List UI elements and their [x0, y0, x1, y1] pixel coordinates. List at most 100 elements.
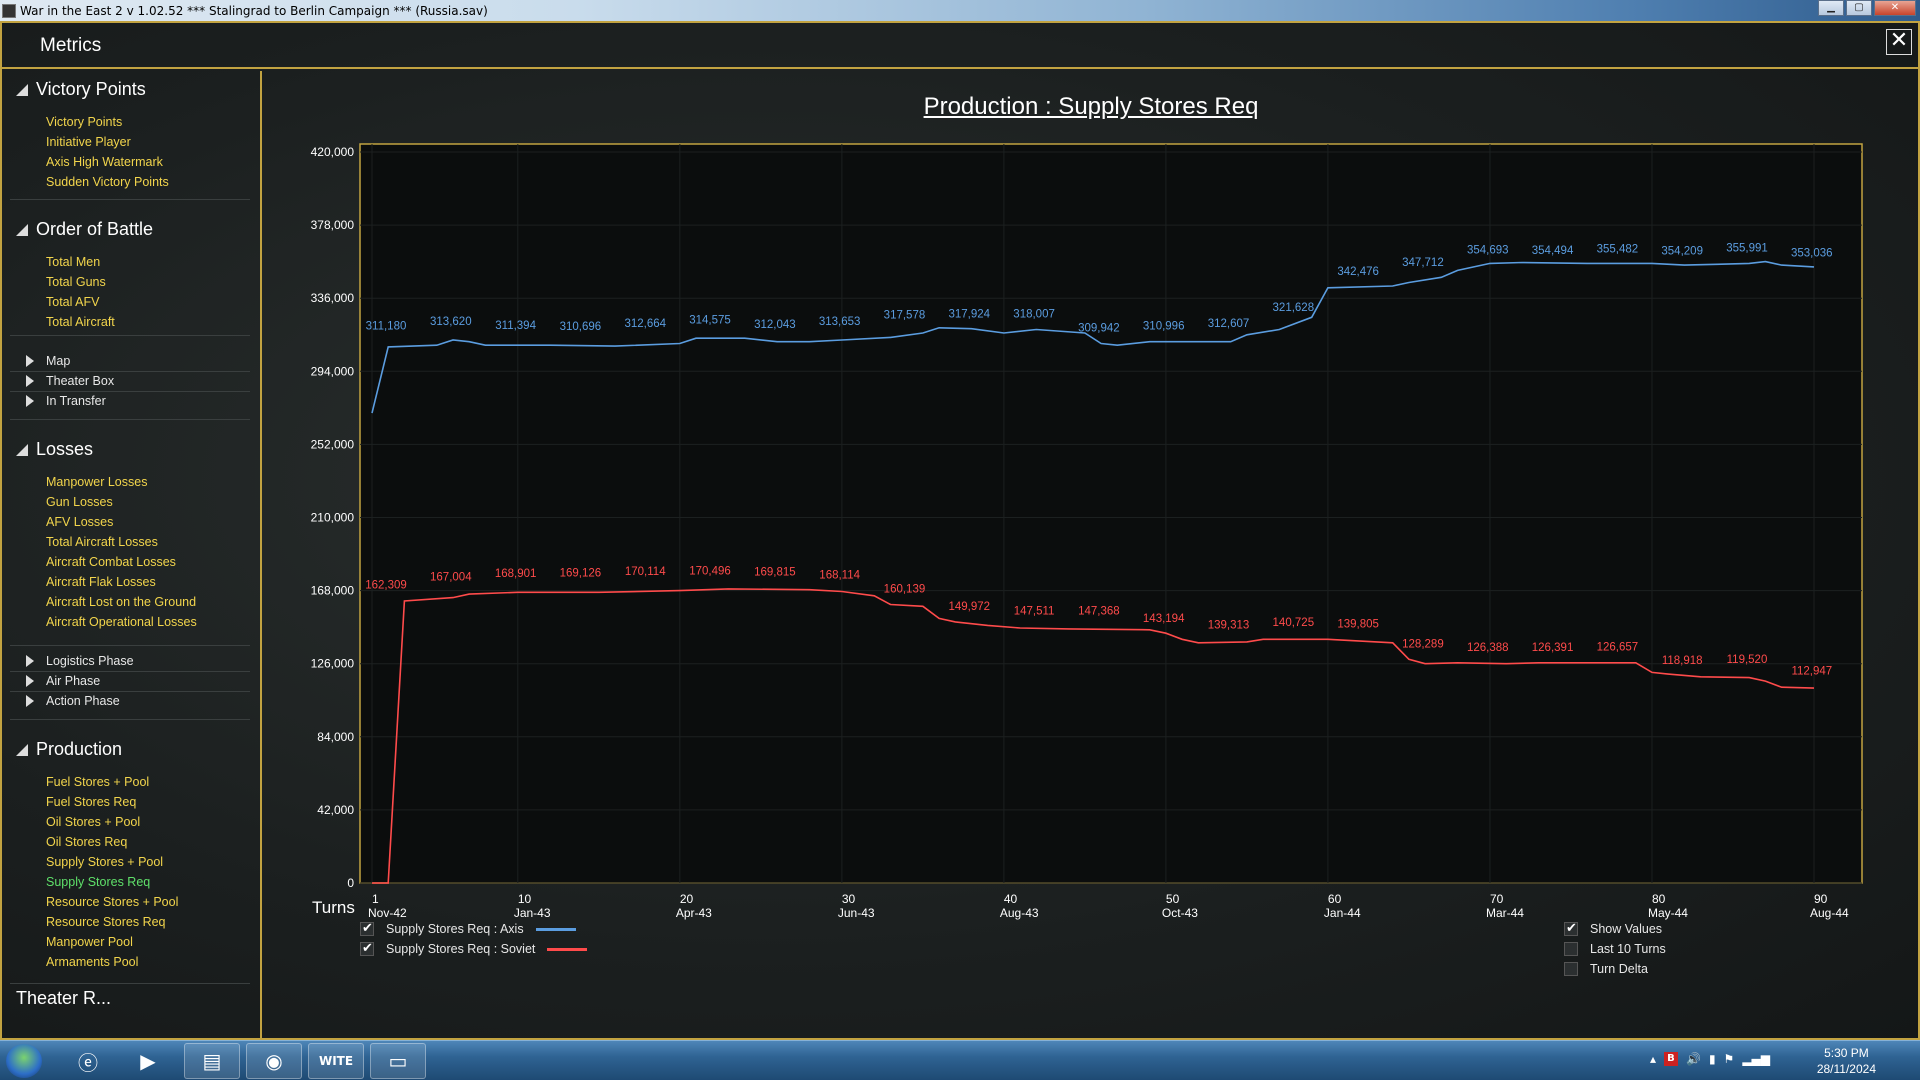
section-theater-cutoff[interactable]: Theater R...	[16, 991, 111, 1005]
sidebar-sub-theater-box[interactable]: Theater Box	[26, 374, 114, 388]
sidebar-item-armaments-pool[interactable]: Armaments Pool	[46, 955, 139, 969]
plot-area	[359, 143, 1863, 884]
sidebar-item-victory-points[interactable]: Victory Points	[46, 115, 123, 129]
sidebar-item-sudden-victory-points[interactable]: Sudden Victory Points	[46, 175, 169, 189]
divider	[10, 691, 250, 692]
chart-panel: Production : Supply Stores Req 420,000 37…	[264, 71, 1918, 1040]
sidebar-item-manpower-pool[interactable]: Manpower Pool	[46, 935, 133, 949]
sidebar-sub-label: Air Phase	[46, 674, 101, 688]
data-label-axis: 317,924	[948, 309, 990, 321]
close-icon[interactable]: ✕	[1886, 29, 1912, 55]
sidebar-item-supply-stores-req[interactable]: Supply Stores Req	[46, 875, 151, 889]
data-label-soviet: 128,289	[1402, 639, 1444, 651]
collapse-triangle-icon	[16, 223, 28, 236]
x-tick-date: Nov-42	[368, 906, 407, 920]
expand-triangle-icon	[26, 355, 34, 367]
network-icon[interactable]: ▮	[1708, 1052, 1716, 1066]
show-values-checkbox[interactable]	[1564, 920, 1578, 936]
y-tick-label: 294,000	[311, 364, 355, 378]
y-tick-label: 168,000	[311, 584, 355, 598]
legend-item-axis[interactable]: Supply Stores Req : Axis	[360, 919, 587, 939]
data-label-axis: 310,696	[560, 321, 602, 333]
x-tick-date: Jan-44	[1324, 906, 1361, 920]
x-tick-label: 90	[1814, 892, 1828, 906]
sidebar-item-aircraft-flak-losses[interactable]: Aircraft Flak Losses	[46, 575, 156, 589]
data-label-axis: 354,494	[1532, 245, 1574, 257]
sidebar-sub-in-transfer[interactable]: In Transfer	[26, 394, 106, 408]
sidebar-item-axis-high-watermark[interactable]: Axis High Watermark	[46, 155, 163, 169]
window-close-button[interactable]: ✕	[1874, 0, 1916, 16]
divider	[10, 371, 250, 372]
sidebar-item-oil-stores-pool[interactable]: Oil Stores + Pool	[46, 815, 141, 829]
maximize-button[interactable]: ▢	[1846, 0, 1872, 16]
media-player-icon[interactable]: ▶	[140, 1049, 156, 1073]
option-last-10-turns[interactable]: Last 10 Turns	[1564, 939, 1666, 959]
ie-icon[interactable]: ⓔ	[78, 1050, 98, 1075]
collapse-triangle-icon	[16, 443, 28, 456]
minimize-button[interactable]: ▁	[1818, 0, 1844, 16]
data-label-soviet: 112,947	[1791, 665, 1832, 677]
section-production[interactable]: Production	[16, 739, 122, 760]
sidebar-item-aircraft-lost-on-ground[interactable]: Aircraft Lost on the Ground	[46, 595, 197, 609]
option-turn-delta[interactable]: Turn Delta	[1564, 959, 1666, 979]
sidebar-sub-map[interactable]: Map	[26, 354, 70, 368]
data-label-axis: 321,628	[1273, 302, 1315, 314]
last-10-turns-checkbox[interactable]	[1564, 942, 1578, 956]
sidebar-item-total-aircraft[interactable]: Total Aircraft	[46, 315, 115, 329]
sidebar-item-manpower-losses[interactable]: Manpower Losses	[46, 475, 148, 489]
flag-icon[interactable]: ⚑	[1723, 1052, 1735, 1066]
sidebar-item-initiative-player[interactable]: Initiative Player	[46, 135, 131, 149]
sidebar-item-total-guns[interactable]: Total Guns	[46, 275, 106, 289]
divider	[10, 983, 250, 984]
sidebar-item-total-aircraft-losses[interactable]: Total Aircraft Losses	[46, 535, 158, 549]
section-order-of-battle[interactable]: Order of Battle	[16, 219, 153, 240]
chrome-icon[interactable]: ◉	[246, 1043, 302, 1079]
data-label-axis: 313,653	[819, 316, 861, 328]
legend-axis-checkbox[interactable]	[360, 920, 374, 936]
window-preview-icon[interactable]: ▭	[370, 1043, 426, 1079]
sidebar-item-afv-losses[interactable]: AFV Losses	[46, 515, 114, 529]
sidebar-item-total-afv[interactable]: Total AFV	[46, 295, 100, 309]
sidebar-item-resource-stores-pool[interactable]: Resource Stores + Pool	[46, 895, 179, 909]
legend-soviet-swatch	[547, 947, 588, 951]
x-tick-label: 70	[1490, 892, 1504, 906]
legend-soviet-checkbox[interactable]	[360, 940, 374, 956]
section-losses[interactable]: Losses	[16, 439, 93, 460]
explorer-icon[interactable]: ▤	[184, 1043, 240, 1079]
sidebar-item-resource-stores-req[interactable]: Resource Stores Req	[46, 915, 166, 929]
sidebar-item-aircraft-combat-losses[interactable]: Aircraft Combat Losses	[46, 555, 176, 569]
metrics-sidebar: Victory Points Victory Points Initiative…	[2, 71, 262, 1040]
sidebar-item-supply-stores-pool[interactable]: Supply Stores + Pool	[46, 855, 164, 869]
section-title: Order of Battle	[36, 219, 154, 239]
tray-app-icon[interactable]: B	[1663, 1052, 1678, 1066]
signal-icon[interactable]: ▂▄▆	[1742, 1052, 1770, 1066]
data-label-axis: 312,664	[624, 318, 666, 330]
sidebar-item-fuel-stores-req[interactable]: Fuel Stores Req	[46, 795, 137, 809]
x-tick-date: Apr-43	[676, 906, 712, 920]
sidebar-item-gun-losses[interactable]: Gun Losses	[46, 495, 113, 509]
sidebar-item-fuel-stores-pool[interactable]: Fuel Stores + Pool	[46, 775, 150, 789]
x-tick-date: Aug-44	[1810, 906, 1849, 920]
x-tick-date: May-44	[1648, 906, 1688, 920]
series-line-axis	[371, 260, 1815, 414]
sidebar-item-total-men[interactable]: Total Men	[46, 255, 101, 269]
data-label-soviet: 168,901	[495, 568, 537, 580]
wite-game-icon[interactable]: WITE	[308, 1043, 364, 1079]
volume-icon[interactable]: 🔊	[1685, 1052, 1701, 1066]
turn-delta-checkbox[interactable]	[1564, 962, 1578, 976]
tray-expand-icon[interactable]: ▴	[1649, 1052, 1656, 1066]
clock[interactable]: 5:30 PM 28/11/2024	[1817, 1045, 1876, 1077]
sidebar-item-oil-stores-req[interactable]: Oil Stores Req	[46, 835, 128, 849]
section-victory-points[interactable]: Victory Points	[16, 79, 146, 100]
sidebar-item-aircraft-operational-losses[interactable]: Aircraft Operational Losses	[46, 615, 197, 629]
start-button[interactable]	[6, 1044, 42, 1078]
system-tray: ▴ B 🔊 ▮ ⚑ ▂▄▆	[1650, 1052, 1770, 1066]
expand-triangle-icon	[26, 395, 34, 407]
data-label-axis: 311,180	[366, 320, 407, 332]
sidebar-sub-action-phase[interactable]: Action Phase	[26, 694, 120, 708]
legend-item-soviet[interactable]: Supply Stores Req : Soviet	[360, 939, 588, 959]
option-show-values[interactable]: Show Values	[1564, 919, 1666, 939]
sidebar-sub-logistics-phase[interactable]: Logistics Phase	[26, 654, 134, 668]
sidebar-sub-air-phase[interactable]: Air Phase	[26, 674, 100, 688]
chart-options: Show Values Last 10 Turns Turn Delta	[1564, 919, 1666, 979]
